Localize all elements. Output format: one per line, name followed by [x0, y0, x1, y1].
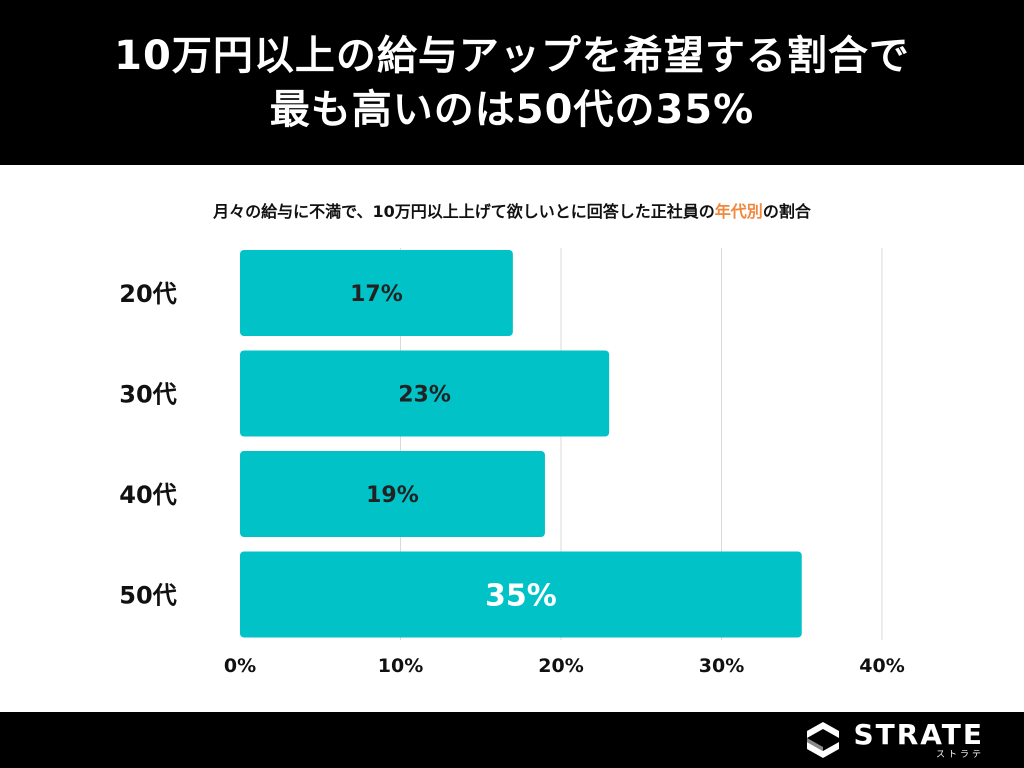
category-label: 50代	[119, 582, 176, 610]
footer-banner: STRATE ストラテ	[0, 712, 1024, 768]
strate-logo: STRATE ストラテ	[803, 720, 984, 760]
x-tick-label: 40%	[859, 655, 904, 677]
bar-chart: 0% 10% 20% 30% 40% 20代 17% 30代 23% 40代 19% 50代 35%	[119, 248, 905, 677]
chart-subtitle: 月々の給与に不満で、10万円以上上げて欲しいとに回答した正社員の年代別の割合	[0, 198, 1024, 222]
x-tick-label: 30%	[699, 655, 744, 677]
subtitle-suffix: の割合	[762, 202, 811, 221]
strate-logo-icon	[807, 722, 840, 758]
bar	[240, 451, 545, 537]
bar	[240, 350, 610, 437]
header-banner: 10万円以上の給与アップを希望する割合で 最も高いのは50代の35%	[0, 0, 1024, 165]
bar-layer	[240, 250, 802, 638]
logo-subtext: ストラテ	[935, 750, 984, 760]
data-label: 17%	[350, 282, 403, 307]
category-label: 20代	[119, 280, 176, 308]
title-line-1: 10万円以上の給与アップを希望する割合で	[114, 32, 910, 79]
x-tick-label: 10%	[378, 655, 423, 677]
x-tick-label: 20%	[538, 655, 583, 677]
subtitle-highlight: 年代別	[714, 202, 763, 221]
label-layer: 0% 10% 20% 30% 40% 20代 17% 30代 23% 40代 19% 50代 35%	[119, 280, 904, 677]
category-label: 30代	[119, 381, 176, 409]
subtitle-text: 月々の給与に不満で、10万円以上上げて欲しいとに回答した正社員の	[213, 202, 715, 221]
title-line-2: 最も高いのは50代の35%	[269, 86, 755, 133]
category-label: 40代	[119, 481, 176, 509]
logo-text: STRATE	[853, 718, 984, 751]
data-label: 35%	[485, 579, 557, 614]
data-label: 23%	[398, 383, 451, 408]
bar	[240, 250, 513, 336]
bar	[240, 551, 802, 638]
data-label: 19%	[366, 483, 419, 508]
x-tick-label: 0%	[224, 655, 256, 677]
